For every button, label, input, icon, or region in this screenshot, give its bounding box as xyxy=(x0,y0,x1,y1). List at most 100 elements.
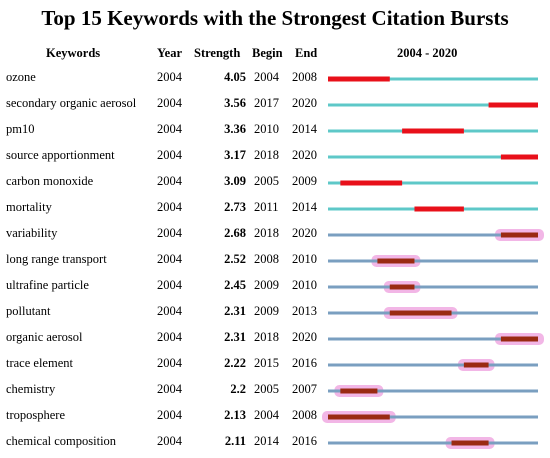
burst-bar xyxy=(340,180,403,186)
keyword-cell: source apportionment xyxy=(6,148,115,162)
table-row: source apportionment 2004 3.17 2018 2020 xyxy=(0,144,550,170)
keyword-cell: variability xyxy=(6,226,58,240)
strength-cell: 2.68 xyxy=(224,226,246,240)
table-row: troposphere 2004 2.13 2004 2008 xyxy=(0,404,550,430)
timeline-baseline xyxy=(328,155,538,159)
strength-cell: 2.22 xyxy=(224,356,246,370)
begin-cell: 2015 xyxy=(254,356,279,370)
year-cell: 2004 xyxy=(157,382,182,396)
table-row: ultrafine particle 2004 2.45 2009 2010 xyxy=(0,274,550,300)
begin-cell: 2005 xyxy=(254,174,279,188)
timeline-baseline xyxy=(328,415,538,419)
year-cell: 2004 xyxy=(157,226,182,240)
keyword-cell: troposphere xyxy=(6,408,66,422)
strength-cell: 2.11 xyxy=(224,434,246,448)
year-cell: 2004 xyxy=(157,356,182,370)
keyword-cell: secondary organic aerosol xyxy=(6,96,137,110)
year-cell: 2004 xyxy=(157,174,182,188)
table-row: organic aerosol 2004 2.31 2018 2020 xyxy=(0,326,550,352)
table-row: pollutant 2004 2.31 2009 2013 xyxy=(0,300,550,326)
timeline-baseline xyxy=(328,77,538,81)
keyword-cell: pm10 xyxy=(6,122,35,136)
strength-cell: 2.73 xyxy=(224,200,246,214)
end-cell: 2016 xyxy=(292,434,317,448)
burst-bar xyxy=(463,362,489,368)
keyword-cell: long range transport xyxy=(6,252,107,266)
begin-cell: 2018 xyxy=(254,148,279,162)
table-row: secondary organic aerosol 2004 3.56 2017 202… xyxy=(0,92,550,118)
end-cell: 2020 xyxy=(292,330,317,344)
timeline-baseline xyxy=(328,363,538,367)
end-cell: 2010 xyxy=(292,278,317,292)
burst-bar xyxy=(500,336,538,342)
burst-bar xyxy=(500,232,538,238)
strength-cell: 2.13 xyxy=(224,408,246,422)
strength-cell: 3.56 xyxy=(224,96,246,110)
year-cell: 2004 xyxy=(157,304,182,318)
burst-timeline-chart xyxy=(322,76,544,449)
end-cell: 2020 xyxy=(292,96,317,110)
end-cell: 2008 xyxy=(292,408,317,422)
header-strength: Strength xyxy=(194,46,241,60)
begin-cell: 2008 xyxy=(254,252,279,266)
begin-cell: 2014 xyxy=(254,434,279,448)
strength-cell: 2.2 xyxy=(230,382,246,396)
burst-bar xyxy=(451,440,489,446)
end-cell: 2010 xyxy=(292,252,317,266)
strength-cell: 2.31 xyxy=(224,330,246,344)
begin-cell: 2018 xyxy=(254,330,279,344)
keyword-cell: ozone xyxy=(6,70,36,84)
table-row: ozone 2004 4.05 2004 2008 xyxy=(0,66,550,92)
begin-cell: 2004 xyxy=(254,408,279,422)
begin-cell: 2017 xyxy=(254,96,279,110)
keyword-cell: chemistry xyxy=(6,382,56,396)
end-cell: 2009 xyxy=(292,174,317,188)
timeline-baseline xyxy=(328,285,538,289)
table-row: trace element 2004 2.22 2015 2016 xyxy=(0,352,550,378)
end-cell: 2007 xyxy=(292,382,317,396)
strength-cell: 3.09 xyxy=(224,174,246,188)
header-begin: Begin xyxy=(252,46,283,60)
burst-bar xyxy=(377,258,415,264)
year-cell: 2004 xyxy=(157,330,182,344)
year-cell: 2004 xyxy=(157,96,182,110)
table-row: long range transport 2004 2.52 2008 2010 xyxy=(0,248,550,274)
table-row: chemical composition 2004 2.11 2014 2016 xyxy=(0,430,550,456)
table-row: carbon monoxide 2004 3.09 2005 2009 xyxy=(0,170,550,196)
begin-cell: 2004 xyxy=(254,70,279,84)
year-cell: 2004 xyxy=(157,278,182,292)
end-cell: 2020 xyxy=(292,148,317,162)
begin-cell: 2005 xyxy=(254,382,279,396)
burst-bar xyxy=(328,414,390,420)
strength-cell: 2.31 xyxy=(224,304,246,318)
timeline-baseline xyxy=(328,337,538,341)
begin-cell: 2018 xyxy=(254,226,279,240)
year-cell: 2004 xyxy=(157,408,182,422)
year-cell: 2004 xyxy=(157,434,182,448)
burst-bar xyxy=(488,102,538,108)
keyword-cell: organic aerosol xyxy=(6,330,83,344)
end-cell: 2013 xyxy=(292,304,317,318)
strength-cell: 3.17 xyxy=(224,148,246,162)
burst-bar xyxy=(402,128,464,134)
timeline-baseline xyxy=(328,389,538,393)
header-timeline: 2004 - 2020 xyxy=(397,46,458,60)
timeline-baseline xyxy=(328,259,538,263)
begin-cell: 2011 xyxy=(254,200,279,214)
table-row: mortality 2004 2.73 2011 2014 xyxy=(0,196,550,222)
keyword-cell: trace element xyxy=(6,356,73,370)
year-cell: 2004 xyxy=(157,70,182,84)
timeline-baseline xyxy=(328,441,538,445)
begin-cell: 2009 xyxy=(254,278,279,292)
burst-bar xyxy=(414,206,464,212)
burst-bar xyxy=(389,284,415,290)
timeline-baseline xyxy=(328,181,538,185)
strength-cell: 2.45 xyxy=(224,278,246,292)
strength-cell: 2.52 xyxy=(224,252,246,266)
year-cell: 2004 xyxy=(157,122,182,136)
table-row: chemistry 2004 2.2 2005 2007 xyxy=(0,378,550,404)
keyword-cell: chemical composition xyxy=(6,434,117,448)
burst-bar xyxy=(328,76,390,82)
keyword-cell: carbon monoxide xyxy=(6,174,94,188)
strength-cell: 4.05 xyxy=(224,70,246,84)
